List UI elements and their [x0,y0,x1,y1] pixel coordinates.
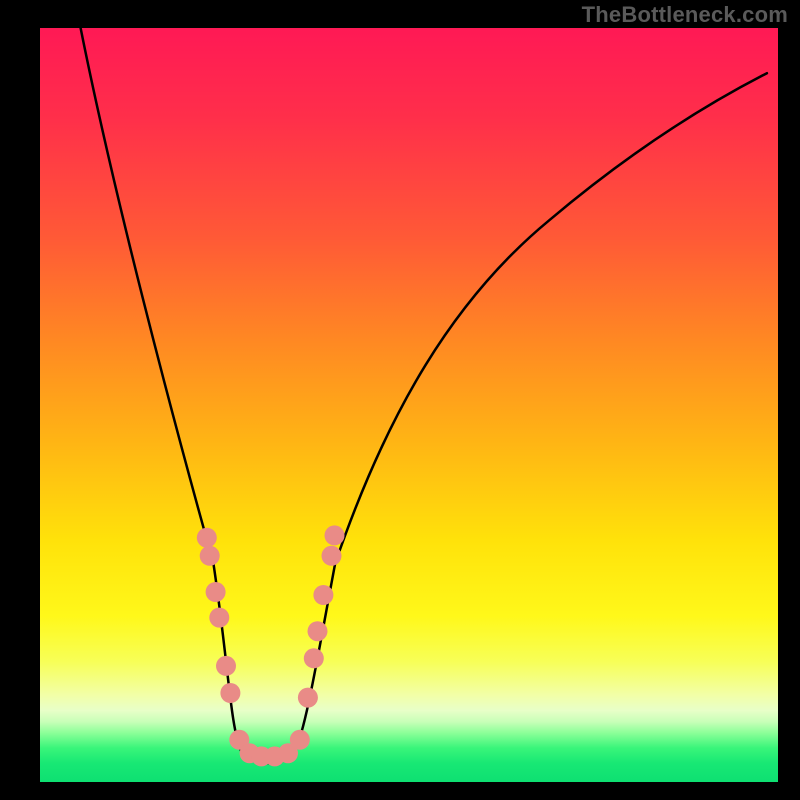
gradient-background [40,28,778,782]
marker-dot [322,546,342,566]
marker-dot [216,656,236,676]
plot-area [40,28,778,782]
marker-dot [325,525,345,545]
marker-dot [313,585,333,605]
frame-right [778,0,800,800]
bottleneck-chart [40,28,778,782]
marker-dot [298,688,318,708]
frame-bottom [0,782,800,800]
marker-dot [308,621,328,641]
marker-dot [206,582,226,602]
marker-dot [220,683,240,703]
frame-left [0,0,40,800]
marker-dot [290,730,310,750]
marker-dot [197,528,217,548]
marker-dot [200,546,220,566]
marker-dot [304,648,324,668]
frame-top [0,0,800,28]
marker-dot [209,608,229,628]
